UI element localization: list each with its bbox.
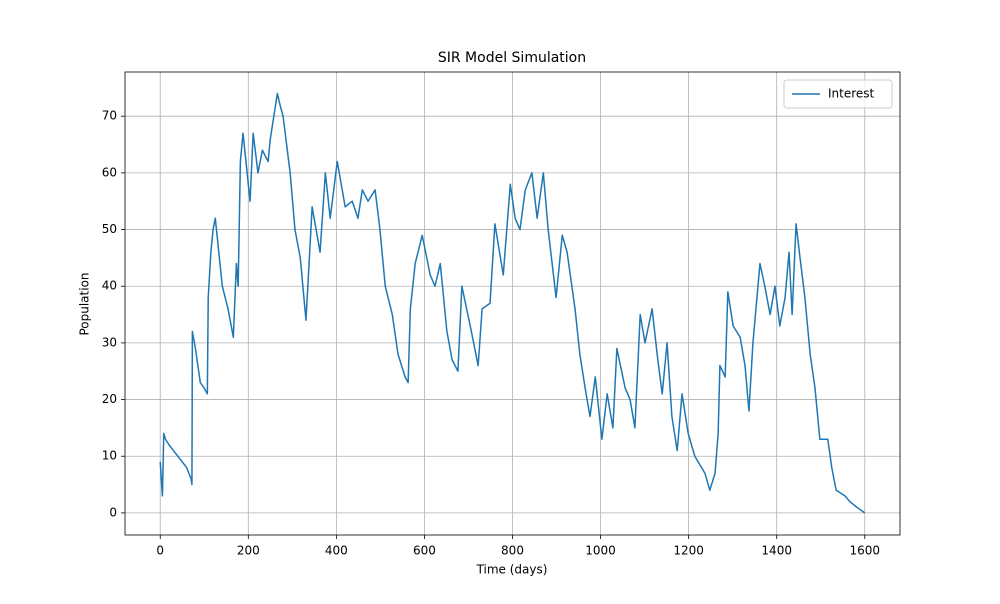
x-tick-label: 1600	[849, 544, 880, 558]
y-tick-label: 60	[102, 165, 117, 179]
x-axis-label: Time (days)	[476, 563, 548, 577]
x-tick-label: 1400	[761, 544, 792, 558]
y-tick-label: 40	[102, 279, 117, 293]
chart-title: SIR Model Simulation	[438, 50, 586, 66]
x-tick-label: 600	[413, 544, 436, 558]
x-tick-label: 0	[156, 544, 164, 558]
legend-box	[783, 79, 893, 109]
x-tick-label: 800	[501, 544, 524, 558]
x-tick-label: 1200	[673, 544, 704, 558]
y-tick-label: 70	[102, 109, 117, 123]
data-line	[159, 92, 866, 514]
y-tick-label: 30	[102, 335, 117, 349]
x-tick-label: 400	[325, 544, 348, 558]
x-tick-label: 1000	[585, 544, 616, 558]
plot-frame	[124, 71, 901, 536]
legend-label: Interest	[828, 87, 875, 101]
y-tick-label: 10	[102, 449, 117, 463]
x-tick-label: 200	[237, 544, 260, 558]
y-axis-label: Population	[78, 272, 92, 335]
y-tick-label: 50	[102, 222, 117, 236]
y-tick-label: 20	[102, 392, 117, 406]
y-tick-label: 0	[109, 505, 117, 519]
